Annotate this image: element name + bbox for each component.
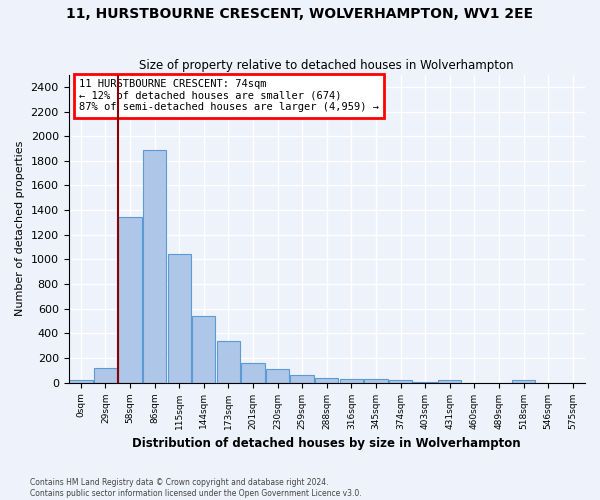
Bar [167,254,191,382]
Bar [94,368,117,382]
Bar [192,316,215,382]
Y-axis label: Number of detached properties: Number of detached properties [15,141,25,316]
Bar [389,380,412,382]
Bar [315,378,338,382]
Text: Contains HM Land Registry data © Crown copyright and database right 2024.
Contai: Contains HM Land Registry data © Crown c… [30,478,362,498]
Bar [340,379,363,382]
Bar [266,369,289,382]
Bar [217,342,240,382]
Bar [364,380,388,382]
X-axis label: Distribution of detached houses by size in Wolverhampton: Distribution of detached houses by size … [133,437,521,450]
Bar [512,380,535,382]
Text: 11 HURSTBOURNE CRESCENT: 74sqm
← 12% of detached houses are smaller (674)
87% of: 11 HURSTBOURNE CRESCENT: 74sqm ← 12% of … [79,79,379,112]
Bar [290,374,314,382]
Bar [69,380,92,382]
Bar [438,380,461,382]
Text: 11, HURSTBOURNE CRESCENT, WOLVERHAMPTON, WV1 2EE: 11, HURSTBOURNE CRESCENT, WOLVERHAMPTON,… [67,8,533,22]
Bar [118,218,142,382]
Bar [143,150,166,382]
Bar [241,363,265,382]
Title: Size of property relative to detached houses in Wolverhampton: Size of property relative to detached ho… [139,59,514,72]
